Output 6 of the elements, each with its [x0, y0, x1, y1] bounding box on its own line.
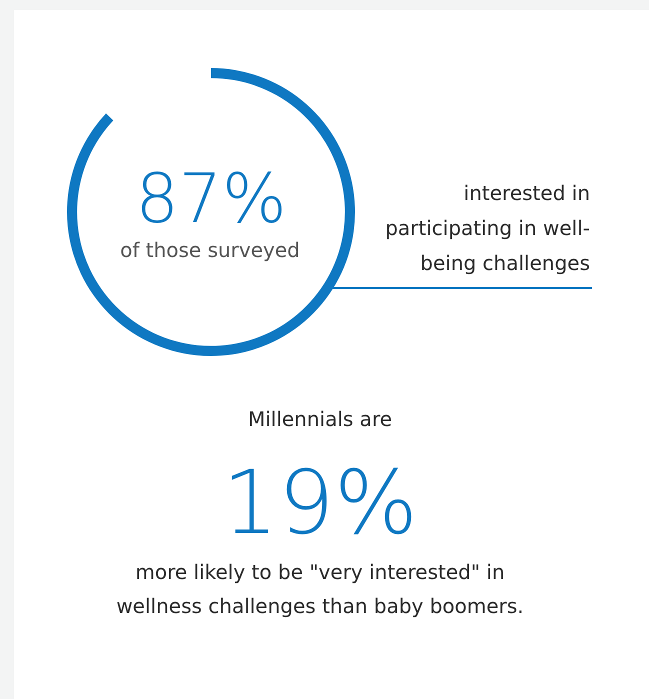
text: 19% [221, 450, 419, 556]
text: interested in participating in well-being challenges [384, 180, 590, 277]
text: more likely to be "very interested" in wellness challenges than baby boomers. [115, 559, 525, 620]
text: Millennials are [246, 407, 394, 431]
data-label: 87% [135, 160, 287, 239]
text: of those surveyed [119, 238, 301, 262]
